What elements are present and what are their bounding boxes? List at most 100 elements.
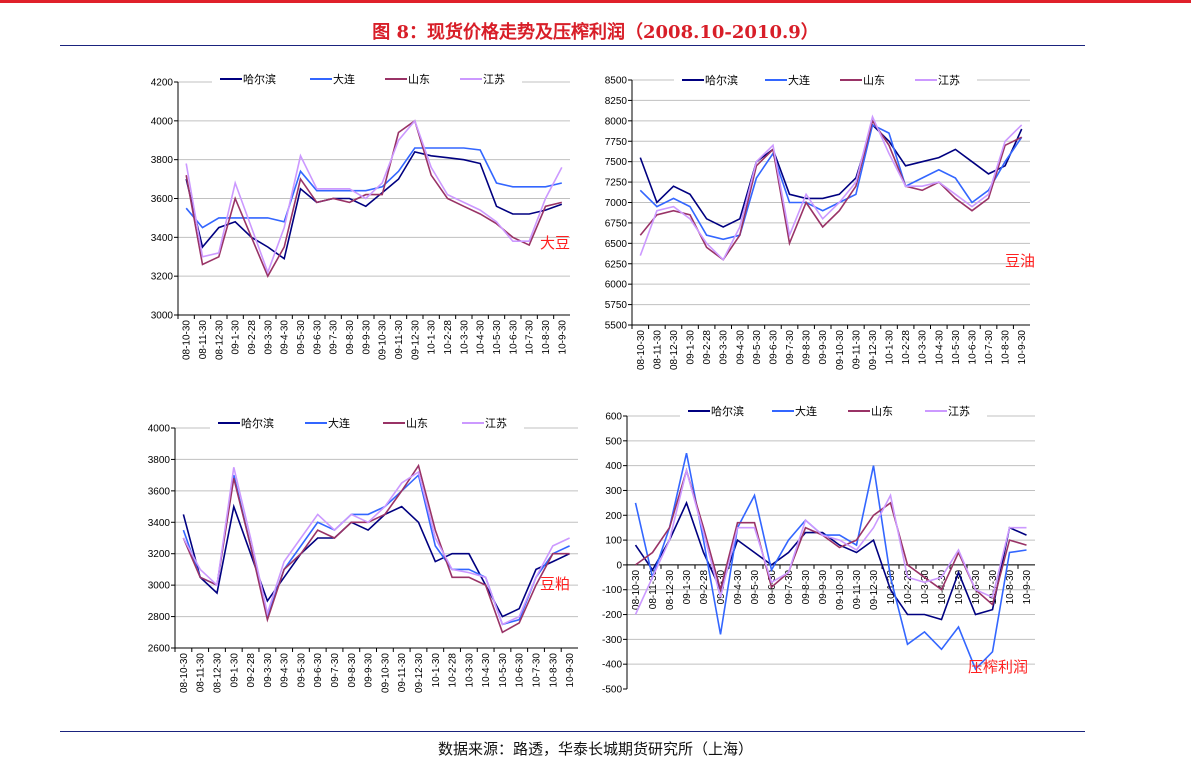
x-tick-label: 10-6-30 [967,330,978,365]
legend-label: 哈尔滨 [711,404,744,418]
x-tick-label: 10-8-30 [541,320,552,355]
x-tick-label: 09-5-30 [296,653,307,688]
x-tick-label: 08-11-30 [198,320,209,360]
y-tick-label: 7500 [605,157,628,168]
legend-label: 大连 [788,73,810,87]
chart-label: 豆粕 [540,575,570,593]
legend-label: 江苏 [483,73,505,86]
series-line-哈尔滨 [185,150,563,261]
y-tick-label: 3800 [151,155,174,166]
y-tick-label: 600 [605,412,622,423]
x-tick-label: 09-7-30 [329,320,340,355]
series-line-江苏 [639,114,1023,262]
legend-label: 大连 [795,404,817,418]
footer-divider [60,731,1085,732]
y-tick-label: 7000 [605,198,628,209]
x-tick-label: 09-8-30 [345,320,356,355]
x-tick-label: 10-2-28 [443,320,454,355]
x-tick-label: 10-6-30 [508,320,519,355]
x-tick-label: 09-4-30 [733,569,744,604]
y-tick-label: 400 [605,461,622,472]
x-tick-label: 10-7-30 [988,569,999,604]
y-tick-label: 6000 [605,280,628,291]
legend-label: 山东 [408,73,430,86]
x-tick-label: 09-9-30 [818,330,829,365]
x-tick-label: 09-5-30 [750,569,761,604]
x-tick-label: 10-1-30 [885,330,896,365]
x-tick-label: 08-12-30 [212,653,223,693]
y-tick-label: 7750 [605,137,628,148]
source-note: 数据来源：路透，华泰长城期货研究所（上海） [437,740,753,758]
y-tick-label: 200 [605,511,622,522]
y-tick-label: 5750 [605,300,628,311]
chart-label: 压榨利润 [968,658,1028,676]
x-tick-label: 10-9-30 [1017,330,1028,365]
x-tick-label: 09-4-30 [280,320,291,355]
x-tick-label: 10-4-30 [934,330,945,365]
x-tick-label: 10-5-30 [954,569,965,604]
y-tick-label: 6500 [605,239,628,250]
x-tick-label: 09-7-30 [784,569,795,604]
x-tick-label: 10-1-30 [886,569,897,604]
x-tick-label: 10-9-30 [557,320,568,355]
legend-label: 哈尔滨 [705,73,738,87]
x-tick-label: 10-2-28 [903,569,914,604]
x-tick-label: 09-12-30 [868,330,879,370]
x-tick-label: 10-3-30 [918,330,929,365]
legend-background [210,415,524,429]
x-tick-label: 09-1-30 [686,330,697,365]
y-tick-label: 3000 [148,581,171,592]
x-tick-label: 09-10-30 [380,653,391,693]
legend-background [212,71,522,85]
x-tick-label: 10-5-30 [492,320,503,355]
x-tick-label: 10-3-30 [920,569,931,604]
x-tick-label: 10-4-30 [476,320,487,355]
x-tick-label: 10-4-30 [481,653,492,688]
x-tick-label: 10-1-30 [427,320,438,355]
series-line-哈尔滨 [639,123,1023,228]
chart-1: 3000 3200 3400 3600 3800 4000 4200 08-10-30 08-1… [151,71,570,360]
series-line-大连 [639,123,1023,241]
x-tick-label: 09-8-30 [801,569,812,604]
legend-background [674,72,977,86]
y-tick-label: 6250 [605,259,628,270]
x-tick-label: 10-8-30 [1005,569,1016,604]
x-tick-label: 09-5-30 [752,330,763,365]
x-tick-label: 09-2-28 [247,320,258,355]
y-tick-label: 6750 [605,218,628,229]
y-tick-label: -500 [602,685,622,696]
x-tick-label: 09-10-30 [835,330,846,370]
chart-4: -500 -400 -300 -200 -100 0 100 200 300 400 500 600 0… [602,403,1035,696]
y-tick-label: -400 [602,660,622,671]
chart-3: 2600 2800 3000 3200 3400 3600 3800 4000 08-10-30… [148,415,578,693]
x-tick-label: 09-1-30 [231,320,242,355]
x-tick-label: 09-4-30 [280,653,291,688]
x-tick-label: 08-12-30 [214,320,225,360]
top-red-rule [0,0,1191,3]
x-tick-label: 09-12-30 [410,320,421,360]
x-tick-label: 08-12-30 [665,569,676,609]
x-tick-label: 09-2-28 [699,569,710,604]
y-tick-label: 3000 [151,311,174,322]
series-line-大连 [634,453,1027,671]
y-tick-label: 7250 [605,178,628,189]
x-tick-label: 09-11-30 [397,653,408,693]
x-tick-label: 09-1-30 [229,653,240,688]
legend-label: 大连 [333,72,355,86]
x-tick-label: 10-5-30 [498,653,509,688]
legend-label: 江苏 [948,405,970,418]
x-tick-label: 10-2-28 [448,653,459,688]
y-tick-label: 3400 [151,233,174,244]
x-tick-label: 09-3-30 [719,330,730,365]
x-tick-label: 09-11-30 [851,330,862,370]
x-tick-label: 09-12-30 [869,569,880,609]
x-tick-label: 09-12-30 [414,653,425,693]
legend-label: 江苏 [938,74,960,87]
y-tick-label: 2800 [148,612,171,623]
y-tick-label: 8250 [605,96,628,107]
legend-label: 山东 [863,74,885,87]
series-line-哈尔滨 [634,500,1027,621]
x-tick-label: 10-7-30 [532,653,543,688]
legend-label: 哈尔滨 [241,416,274,430]
